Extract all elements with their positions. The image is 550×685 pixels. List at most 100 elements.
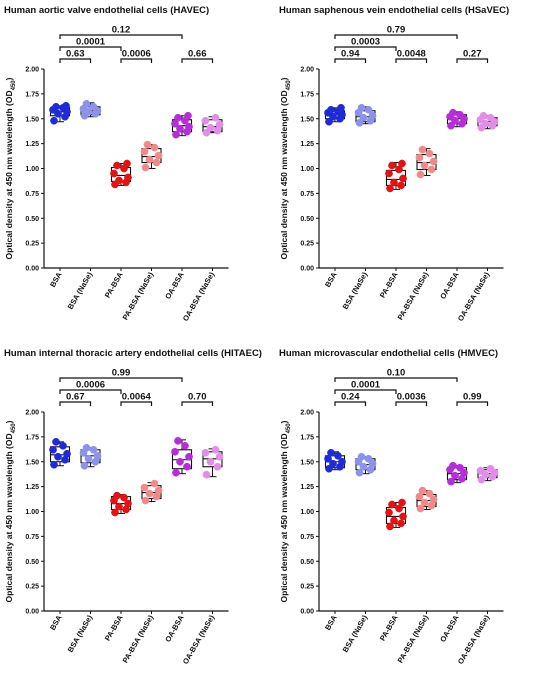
- data-point: [390, 178, 398, 187]
- p-value-label: 0.70: [188, 392, 207, 403]
- chart-title: Human internal thoracic artery endotheli…: [4, 348, 262, 359]
- data-point: [120, 493, 128, 502]
- data-point: [418, 145, 427, 154]
- data-point: [477, 475, 486, 484]
- data-point: [145, 155, 154, 164]
- y-tick-label: 0.75: [25, 191, 39, 198]
- box-group: [171, 437, 193, 477]
- comparison-bracket: 0.79: [334, 25, 458, 39]
- data-point: [456, 110, 464, 119]
- y-tick-label: 2.00: [300, 410, 314, 417]
- data-point: [327, 105, 335, 114]
- chart-hsavec: Human saphenous vein endothelial cells (…: [279, 5, 509, 323]
- y-tick-label: 1.00: [300, 509, 314, 516]
- data-point: [171, 447, 179, 456]
- data-point: [215, 120, 224, 129]
- data-point: [82, 443, 91, 452]
- y-tick-label: 1.00: [300, 166, 314, 173]
- data-point: [449, 461, 457, 470]
- data-point: [386, 184, 394, 193]
- bracket-line: [59, 377, 183, 382]
- data-point: [334, 451, 342, 460]
- bracket-line: [120, 401, 153, 406]
- comparison-bracket: 0.0048: [395, 49, 428, 63]
- data-point: [124, 173, 132, 182]
- y-tick-label: 1.75: [25, 91, 39, 98]
- chart-hitaec: Human internal thoracic artery endotheli…: [4, 348, 262, 666]
- data-point: [385, 508, 393, 517]
- box-group: [446, 108, 468, 130]
- y-tick-label: 1.25: [300, 141, 314, 148]
- box-group: [201, 113, 224, 137]
- data-point: [115, 502, 123, 511]
- data-point: [150, 143, 159, 152]
- comparison-bracket: 0.66: [181, 49, 214, 63]
- y-tick-label: 0.50: [300, 216, 314, 223]
- comparison-bracket: 0.94: [334, 49, 367, 63]
- data-point: [82, 99, 91, 108]
- box-group: [49, 101, 71, 125]
- y-axis-label-subscript: 450: [286, 423, 292, 434]
- y-tick-label: 0.25: [25, 241, 39, 248]
- p-value-label: 0.0006: [76, 380, 105, 391]
- data-point: [201, 116, 210, 125]
- data-point: [213, 462, 222, 471]
- box-group: [171, 111, 193, 139]
- chart-title: Human microvascular endothelial cells (H…: [279, 348, 498, 359]
- data-point: [49, 445, 57, 454]
- box-group: [446, 461, 468, 486]
- y-axis-label-text: Optical density at 450 nm wavelength (OD: [279, 433, 289, 602]
- category-label: BSA (NaSe): [66, 613, 95, 654]
- p-value-label: 0.99: [463, 392, 482, 403]
- box-group: [79, 443, 102, 470]
- data-point: [145, 489, 154, 498]
- comparison-bracket: 0.67: [59, 392, 92, 406]
- p-value-label: 0.0001: [351, 380, 381, 391]
- comparison-bracket: 0.0003: [334, 37, 397, 51]
- p-value-label: 0.0036: [397, 392, 426, 403]
- p-value-label: 0.67: [66, 392, 85, 403]
- p-value-label: 0.0001: [76, 37, 106, 48]
- data-point: [479, 111, 488, 120]
- data-point: [202, 128, 211, 137]
- y-tick-label: 0.75: [300, 534, 314, 541]
- comparison-bracket: 0.63: [59, 49, 92, 63]
- comparison-bracket: 0.99: [456, 392, 489, 406]
- box-group: [476, 464, 499, 484]
- data-point: [449, 108, 457, 117]
- category-label: OA-BSA (NaSe): [456, 270, 492, 323]
- y-tick-label: 0.50: [25, 559, 39, 566]
- y-tick-label: 1.75: [300, 91, 314, 98]
- bracket-line: [456, 401, 489, 406]
- data-point: [420, 161, 429, 170]
- data-point: [211, 445, 220, 454]
- data-point: [93, 451, 102, 460]
- data-point: [329, 112, 337, 121]
- p-value-label: 0.0003: [351, 37, 380, 48]
- category-label: BSA (NaSe): [66, 270, 95, 311]
- data-point: [486, 113, 495, 122]
- y-tick-label: 0.00: [300, 266, 314, 273]
- category-label: PA-BSA (NaSe): [396, 613, 431, 664]
- box-group: [79, 99, 102, 120]
- data-point: [355, 468, 364, 477]
- box-group: [49, 438, 71, 469]
- data-point: [427, 165, 436, 174]
- category-label: OA-BSA: [163, 270, 186, 301]
- y-axis-label-subscript: 450: [286, 80, 292, 91]
- data-point: [176, 457, 184, 466]
- data-point: [113, 491, 121, 500]
- data-point: [390, 516, 398, 525]
- category-label: BSA: [323, 613, 339, 632]
- comparison-bracket: 0.27: [456, 49, 489, 63]
- panel-hsavec: Human saphenous vein endothelial cells (…: [275, 0, 550, 342]
- data-point: [176, 124, 184, 133]
- data-point: [174, 113, 182, 122]
- data-point: [84, 454, 93, 463]
- data-point: [429, 495, 438, 504]
- data-point: [206, 123, 215, 132]
- data-point: [52, 102, 60, 111]
- data-point: [211, 113, 220, 122]
- data-point: [429, 157, 438, 166]
- y-tick-label: 0.00: [300, 609, 314, 616]
